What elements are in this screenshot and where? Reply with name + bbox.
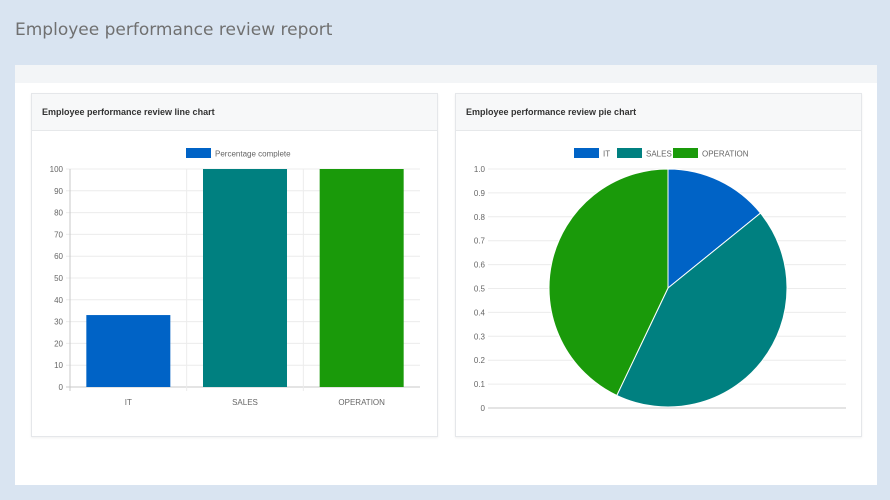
y-tick-label-50: 50 (54, 274, 63, 283)
y-tick-label-0.5: 0.5 (474, 285, 486, 294)
pie-chart: IT SALES OPERATION 0 0.1 0.2 0.3 0.4 0.5 0.6 0.7 0.… (474, 148, 846, 413)
bar-sales (203, 169, 287, 387)
pie-slice-sales (616, 212, 788, 408)
content-header-strip (15, 65, 877, 83)
legend-swatch-operation (673, 148, 698, 158)
bar-operation (319, 169, 404, 387)
legend-label-percentage-complete: Percentage complete (215, 150, 291, 159)
page-title: Employee performance review report (15, 20, 333, 40)
y-tick-label-90: 90 (54, 187, 63, 196)
bar-chart-panel-title: Employee performance review line chart (32, 94, 437, 131)
y-tick-label-1.0: 1.0 (474, 165, 486, 174)
y-tick-label-0.2: 0.2 (474, 356, 486, 365)
x-tick-label-sales: SALES (232, 398, 258, 407)
legend-swatch-it (574, 148, 599, 158)
y-tick-label-100: 100 (50, 165, 64, 174)
y-tick-label-0.1: 0.1 (474, 380, 486, 389)
bar-it (86, 315, 171, 387)
y-tick-label-60: 60 (54, 252, 63, 261)
y-tick-label-80: 80 (54, 209, 63, 218)
bar-chart: Percentage complete 0 10 20 30 40 50 60 70 80 90 10… (50, 148, 420, 407)
legend-label-it: IT (603, 150, 610, 159)
x-tick-label-it: IT (125, 398, 132, 407)
y-tick-label-0.9: 0.9 (474, 189, 486, 198)
bar-legend: Percentage complete (186, 148, 291, 159)
pie-chart-panel: Employee performance review pie chart IT… (455, 93, 862, 437)
y-tick-label-0: 0 (59, 383, 64, 392)
pie-slice-it (667, 168, 762, 290)
y-tick-label-70: 70 (54, 230, 63, 239)
report-content: Employee performance review line chart P… (15, 65, 877, 485)
legend-label-operation: OPERATION (702, 150, 749, 159)
x-tick-label-operation: OPERATION (338, 398, 385, 407)
y-tick-label-0.7: 0.7 (474, 237, 486, 246)
y-tick-label-40: 40 (54, 296, 63, 305)
y-tick-label-0.3: 0.3 (474, 332, 486, 341)
pie-chart-panel-title: Employee performance review pie chart (456, 94, 861, 131)
y-tick-label-0.8: 0.8 (474, 213, 486, 222)
y-tick-label-10: 10 (54, 361, 63, 370)
pie-slice-operation (548, 168, 669, 397)
legend-swatch-sales (617, 148, 642, 158)
y-tick-label-0.4: 0.4 (474, 308, 486, 317)
y-tick-label-30: 30 (54, 318, 63, 327)
bar-chart-panel: Employee performance review line chart P… (31, 93, 438, 437)
pie-legend: IT SALES OPERATION (574, 148, 749, 159)
y-tick-label-0: 0 (481, 404, 486, 413)
legend-label-sales: SALES (646, 150, 672, 159)
legend-swatch-percentage-complete (186, 148, 211, 158)
y-tick-label-20: 20 (54, 339, 63, 348)
y-tick-label-0.6: 0.6 (474, 261, 486, 270)
